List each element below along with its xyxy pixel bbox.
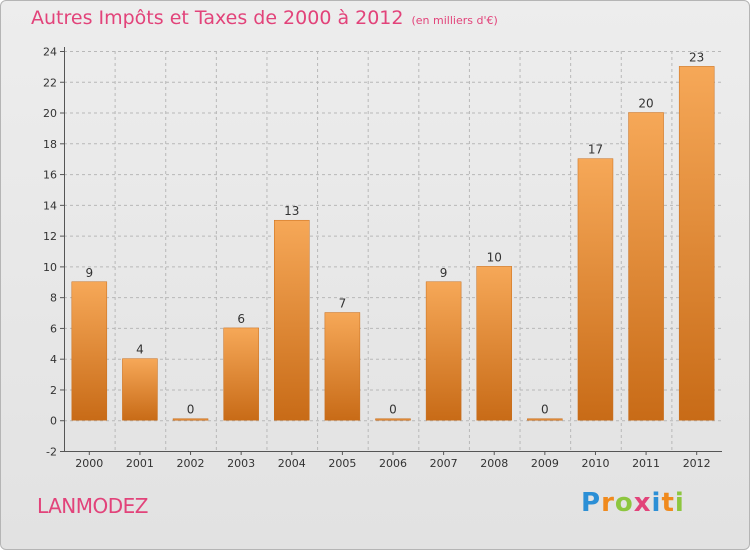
y-tick-label: 0 — [50, 415, 57, 428]
brand-letter: P — [581, 488, 602, 518]
y-tick-label: 20 — [43, 107, 57, 120]
y-tick-label: 2 — [50, 384, 57, 397]
location-name: LANMODEZ — [37, 494, 148, 518]
y-tick-label: 10 — [43, 261, 57, 274]
bar — [527, 418, 563, 421]
data-label: 7 — [339, 297, 347, 311]
grid-lines — [64, 51, 722, 452]
y-tick-label: 18 — [43, 138, 57, 151]
x-tick-label: 2002 — [177, 457, 205, 470]
bar — [71, 281, 108, 421]
data-label: 20 — [638, 97, 653, 111]
y-tick-label: 16 — [43, 169, 57, 182]
title-block: Autres Impôts et Taxes de 2000 à 2012 (en… — [31, 7, 498, 29]
y-tick-label: 12 — [43, 230, 57, 243]
data-label: 17 — [588, 143, 603, 157]
brand-letter: r — [601, 488, 615, 518]
data-label: 0 — [187, 403, 195, 417]
data-label: 6 — [237, 312, 245, 326]
bar — [425, 281, 462, 421]
x-tick-label: 2008 — [480, 457, 508, 470]
x-tick-label: 2006 — [379, 457, 407, 470]
data-label: 13 — [284, 204, 299, 218]
x-tick-label: 2004 — [278, 457, 306, 470]
bar — [628, 112, 664, 421]
bar — [223, 327, 259, 421]
brand-letter: i — [651, 488, 662, 518]
data-label: 0 — [541, 403, 549, 417]
chart-subtitle: (en milliers d'€) — [411, 14, 498, 27]
y-tick-label: 14 — [43, 199, 57, 212]
bar — [324, 312, 361, 421]
brand-logo: Proxiti — [581, 488, 685, 518]
x-tick-label: 2012 — [683, 457, 711, 470]
bars — [71, 66, 715, 421]
data-label: 9 — [440, 266, 448, 280]
bar — [678, 66, 715, 421]
brand-letter: i — [674, 488, 685, 518]
y-tick-label: -2 — [46, 446, 57, 459]
x-tick-label: 2007 — [430, 457, 458, 470]
brand-letter: x — [633, 488, 652, 518]
data-label: 23 — [689, 50, 704, 64]
x-tick-label: 2005 — [328, 457, 356, 470]
y-tick-label: 24 — [43, 46, 57, 59]
bar — [274, 219, 310, 421]
bar — [476, 266, 512, 421]
x-tick-label: 2009 — [531, 457, 559, 470]
bar — [577, 158, 614, 421]
bar — [172, 418, 209, 421]
y-tick-label: 8 — [50, 292, 57, 305]
data-label: 9 — [85, 266, 93, 280]
data-label: 10 — [487, 250, 502, 264]
y-tick-label: 6 — [50, 322, 57, 335]
data-label: 4 — [136, 343, 144, 357]
y-tick-label: 22 — [43, 76, 57, 89]
x-tick-label: 2011 — [632, 457, 660, 470]
brand-letter: o — [614, 488, 634, 518]
data-label: 0 — [389, 403, 397, 417]
bar — [122, 358, 158, 421]
y-tick-label: 4 — [50, 353, 57, 366]
bar — [375, 418, 411, 421]
labels: 9 4 0 6 13 7 0 9 10 0 17 20 23 — [85, 50, 704, 416]
x-tick-label: 2001 — [126, 457, 154, 470]
x-tick-label: 2003 — [227, 457, 255, 470]
brand-letter: t — [661, 488, 675, 518]
x-tick-label: 2010 — [581, 457, 609, 470]
x-tick-label: 2000 — [75, 457, 103, 470]
chart-title: Autres Impôts et Taxes de 2000 à 2012 — [31, 7, 404, 29]
